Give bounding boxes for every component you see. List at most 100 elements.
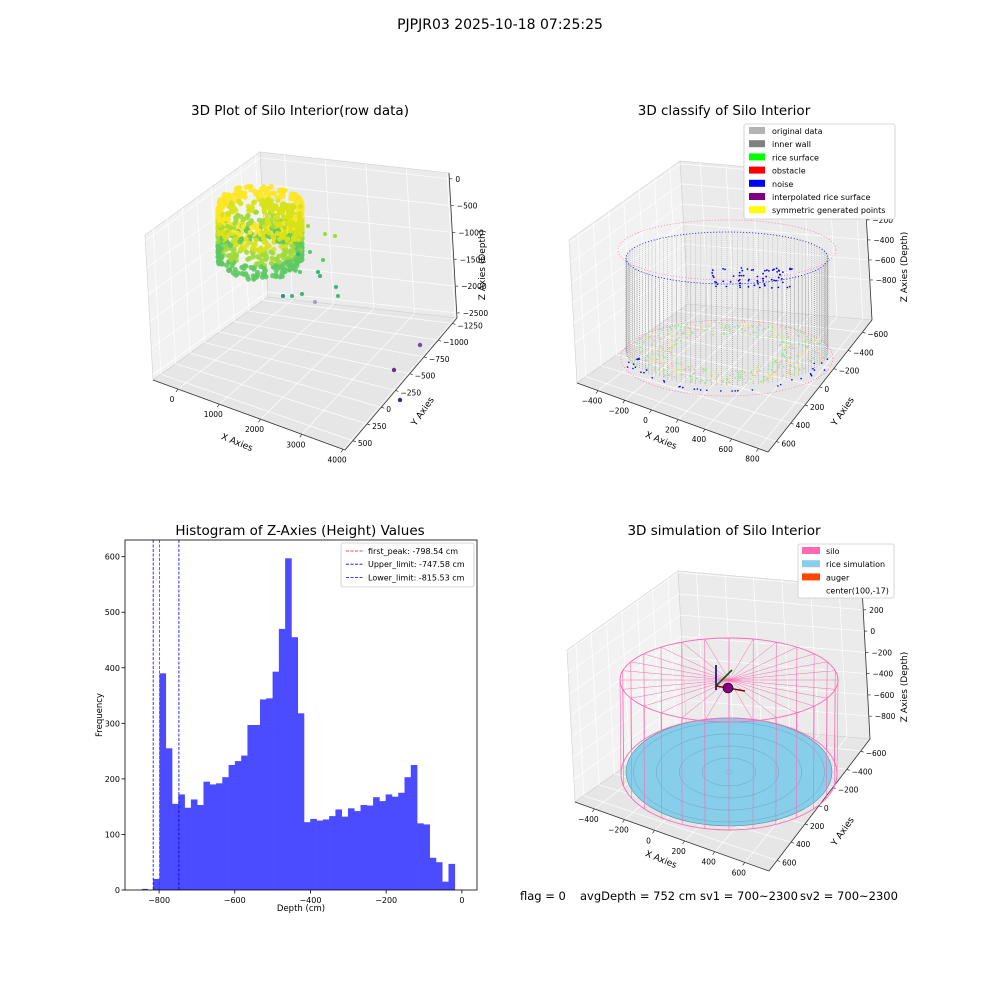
surface-point (744, 375, 747, 377)
surface-point (809, 359, 812, 362)
surface-point (716, 382, 719, 385)
data-point (250, 241, 256, 247)
surface-point (712, 369, 715, 372)
data-point (295, 196, 301, 202)
noise-point (738, 271, 741, 274)
y-tick (366, 423, 371, 426)
x-tick (742, 862, 746, 866)
surface-point (703, 329, 706, 332)
y-tick (790, 841, 795, 844)
surface-point (810, 341, 812, 344)
z-tick-label: 200 (869, 606, 884, 615)
surface-point (724, 324, 727, 327)
surface-point (782, 365, 785, 368)
surface-point (627, 353, 629, 356)
histogram-bars (142, 558, 456, 890)
noise-point (643, 371, 645, 374)
surface-point (776, 338, 779, 340)
noise-point (741, 269, 744, 272)
noise-point (756, 275, 759, 278)
noise-point (788, 285, 791, 288)
legend-box (797, 543, 895, 599)
x-tick-label: −800 (148, 896, 170, 905)
y-tick-label: −1250 (457, 321, 483, 330)
grid-line (266, 264, 456, 287)
silo-wire (660, 712, 662, 818)
noise-point (773, 279, 775, 282)
surface-point (731, 327, 733, 330)
surface-point (701, 379, 703, 382)
surface-point (796, 330, 799, 333)
surface-point (679, 326, 682, 328)
data-point (288, 228, 294, 234)
surface-point (689, 335, 692, 337)
surface-point (779, 326, 782, 328)
data-point (221, 234, 228, 240)
surface-point (778, 344, 781, 346)
noise-point (781, 278, 783, 280)
data-point (287, 232, 293, 238)
simulation-scene (619, 637, 839, 831)
surface-point (772, 334, 775, 337)
surface-point (636, 365, 638, 367)
data-point (289, 191, 295, 197)
surface-point (703, 368, 705, 371)
noise-point (753, 284, 756, 287)
surface-point (770, 334, 772, 336)
surface-point (783, 346, 786, 349)
surface-point (748, 326, 750, 329)
x-tick-label: −200 (375, 896, 397, 905)
legend-box (743, 123, 896, 220)
surface-point (778, 333, 781, 336)
surface-point (776, 336, 778, 338)
surface-point (702, 370, 705, 373)
surface-point (662, 371, 665, 374)
data-point (288, 195, 294, 202)
surface-point (650, 343, 653, 346)
histogram-bar (316, 820, 324, 890)
surface-point (698, 373, 701, 375)
surface-point (766, 372, 769, 375)
data-point (244, 249, 250, 255)
surface-point (720, 376, 723, 379)
surface-point (793, 366, 796, 369)
data-point (270, 224, 276, 230)
y-tick (862, 331, 866, 334)
surface-point (759, 369, 761, 372)
silo-wire (630, 698, 632, 799)
data-point (225, 216, 231, 222)
noise-point (757, 283, 759, 285)
legend-label: original data (772, 127, 823, 136)
surface-point (706, 379, 709, 381)
surface-point (679, 373, 681, 376)
grid-line (683, 223, 868, 241)
silo-roof-wire (728, 679, 777, 719)
histogram-bar (184, 807, 192, 890)
silo-wire (622, 670, 625, 762)
grid-line (753, 577, 762, 730)
surface-point (756, 370, 759, 373)
data-point (215, 209, 221, 215)
surface-point (634, 350, 637, 352)
data-point (258, 189, 264, 195)
x-tick (340, 449, 344, 453)
y-tick-label: 400 (105, 664, 120, 673)
surface-point (707, 323, 710, 325)
noise-point (738, 274, 741, 277)
legend-swatch (749, 127, 765, 134)
y-tick (381, 406, 385, 409)
y-tick-label: 600 (781, 439, 796, 448)
data-point (242, 194, 248, 200)
status-sv1: sv1 = 700~2300 (700, 889, 798, 903)
surface-point (664, 350, 667, 353)
legend-label: auger (826, 573, 850, 582)
surface-point (732, 331, 735, 334)
surface-point (812, 343, 815, 345)
noise-point (712, 276, 715, 279)
surface-point (780, 360, 783, 363)
silo-roof-wire (681, 641, 730, 681)
surface-point (717, 374, 720, 376)
surface-point (826, 351, 829, 354)
surface-point (755, 367, 758, 369)
surface-point (639, 352, 642, 355)
